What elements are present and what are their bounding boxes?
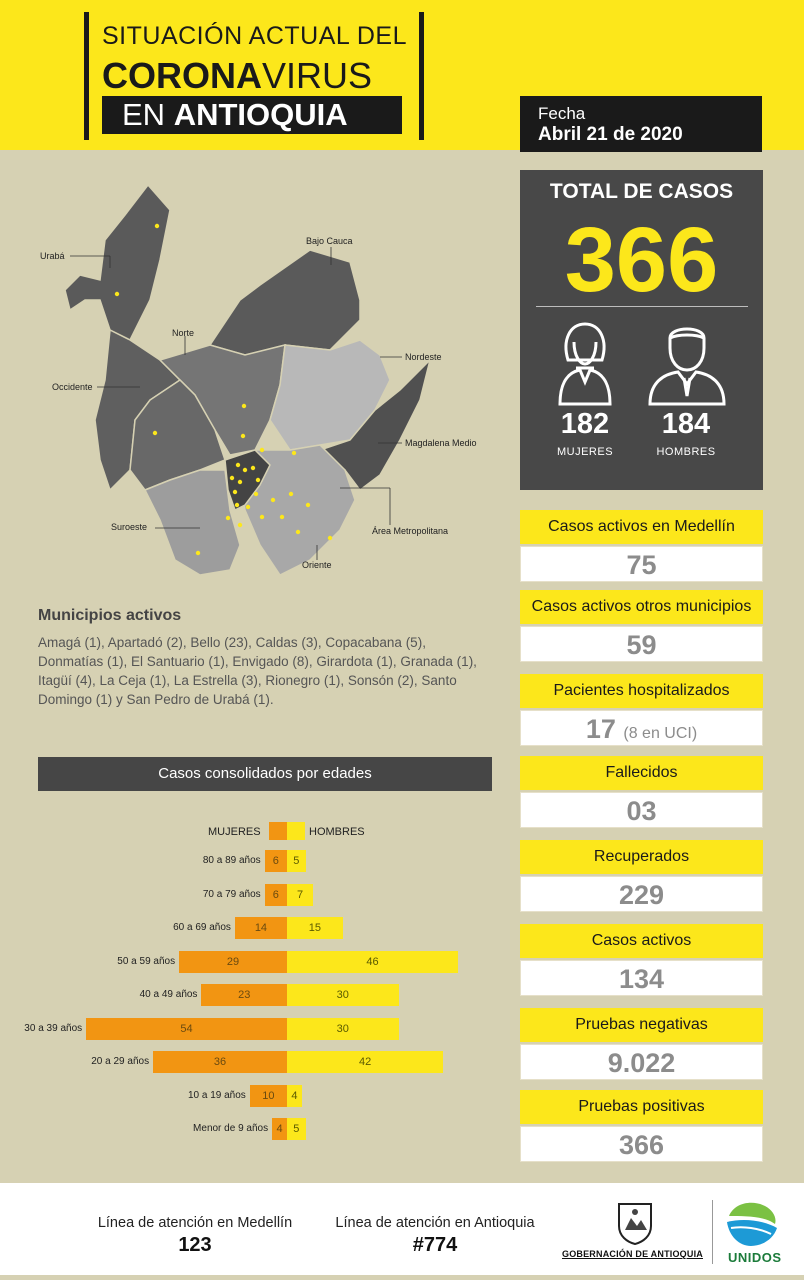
stat-label: Pruebas positivas bbox=[520, 1090, 763, 1124]
date-label: Fecha bbox=[538, 104, 586, 123]
footer bbox=[0, 1183, 804, 1275]
bar-women: 14 bbox=[234, 917, 287, 939]
stat-value: 134 bbox=[520, 960, 763, 996]
footer-separator bbox=[712, 1200, 713, 1264]
age-label: 30 a 39 años bbox=[24, 1022, 83, 1034]
date-box: Fecha Abril 21 de 2020 bbox=[520, 96, 762, 152]
stat-label: Recuperados bbox=[520, 840, 763, 874]
municipios-title: Municipios activos bbox=[38, 607, 182, 624]
bar-men: 30 bbox=[287, 984, 399, 1006]
map-label-oriente: Oriente bbox=[302, 560, 332, 570]
map-label-occidente: Occidente bbox=[52, 382, 93, 392]
age-label: 40 a 49 años bbox=[139, 989, 198, 1000]
legend-women: MUJERES bbox=[208, 826, 261, 838]
man-icon bbox=[648, 327, 726, 406]
men-label: HOMBRES bbox=[656, 446, 716, 458]
unidos-text: UNIDOS bbox=[728, 1250, 782, 1265]
legend-men-swatch bbox=[287, 822, 305, 840]
unidos-logo-icon bbox=[727, 1202, 777, 1246]
total-cases-panel: TOTAL DE CASOS 366 182 MUJERES 184 HOMBR… bbox=[520, 170, 763, 490]
stat-value: 59 bbox=[520, 626, 763, 662]
age-label: 50 a 59 años bbox=[117, 955, 176, 967]
map-region-magdalena bbox=[318, 357, 432, 492]
stat-label: Pruebas negativas bbox=[520, 1008, 763, 1042]
bar-women: 36 bbox=[153, 1051, 287, 1073]
bar-women: 6 bbox=[264, 883, 287, 906]
antioquia-map bbox=[64, 183, 432, 576]
age-label: Menor de 9 años bbox=[193, 1123, 269, 1134]
title-line-3: EN ANTIOQUIA bbox=[102, 96, 402, 134]
stat-label: Casos activos en Medellín bbox=[520, 510, 763, 544]
woman-icon bbox=[558, 322, 612, 406]
bar-women: 54 bbox=[86, 1017, 287, 1040]
map-region-uraba bbox=[64, 183, 171, 342]
stat-label: Pacientes hospitalizados bbox=[520, 674, 763, 708]
map-label-nordeste: Nordeste bbox=[405, 352, 442, 362]
legend-women-swatch bbox=[269, 822, 287, 840]
bar-men: 15 bbox=[287, 917, 343, 939]
age-label: 60 a 69 años bbox=[173, 922, 231, 933]
title-frame bbox=[84, 12, 424, 140]
bar-women: 4 bbox=[272, 1118, 287, 1140]
bar-women: 29 bbox=[179, 950, 287, 973]
total-value: 366 bbox=[564, 209, 719, 311]
map-label-uraba: Urabá bbox=[40, 251, 65, 261]
age-label: 20 a 29 años bbox=[91, 1056, 150, 1067]
bar-men: 5 bbox=[287, 850, 306, 872]
map-label-bajo-cauca: Bajo Cauca bbox=[306, 236, 353, 246]
bar-men: 46 bbox=[287, 950, 459, 973]
date-value: Abril 21 de 2020 bbox=[538, 124, 683, 145]
stat-value: 9.022 bbox=[520, 1044, 763, 1080]
stat-extra: (8 en UCI) bbox=[623, 725, 698, 742]
stat-value: 03 bbox=[520, 792, 763, 828]
map-label-norte: Norte bbox=[172, 328, 195, 338]
stat-value: 229 bbox=[520, 876, 763, 912]
bar-women: 23 bbox=[201, 984, 287, 1006]
bar-women: 6 bbox=[264, 850, 287, 872]
divider bbox=[536, 306, 748, 307]
map-label-suroeste: Suroeste bbox=[111, 522, 148, 532]
stat-label: Casos activos bbox=[520, 924, 763, 958]
bar-men: 4 bbox=[287, 1084, 302, 1107]
gov-seal-icon bbox=[618, 1203, 652, 1246]
case-dots bbox=[114, 223, 333, 556]
municipios-text: Amagá (1), Apartadó (2), Bello (23), Cal… bbox=[38, 635, 477, 707]
antioquia-line-number: #774 bbox=[412, 1234, 458, 1256]
age-label: 70 a 79 años bbox=[202, 888, 261, 900]
ages-title: Casos consolidados por edades bbox=[38, 757, 492, 791]
stat-value: 366 bbox=[520, 1126, 763, 1162]
bar-men: 5 bbox=[287, 1118, 306, 1140]
age-label: 80 a 89 años bbox=[202, 855, 261, 866]
gov-name: GOBERNACIÓN DE ANTIOQUIA bbox=[562, 1249, 703, 1259]
map-label-magdalena: Magdalena Medio bbox=[405, 438, 477, 448]
women-label: MUJERES bbox=[556, 446, 614, 458]
medellin-line-label: Línea de atención en Medellín bbox=[97, 1215, 293, 1231]
legend-men: HOMBRES bbox=[309, 826, 365, 838]
bar-women: 10 bbox=[249, 1084, 287, 1107]
bar-men: 7 bbox=[287, 883, 314, 906]
men-count: 184 bbox=[661, 408, 711, 440]
medellin-line-number: 123 bbox=[178, 1234, 212, 1256]
antioquia-line-label: Línea de atención en Antioquia bbox=[335, 1215, 535, 1231]
map-region-bajo-cauca bbox=[208, 249, 361, 356]
stat-value-hospitalized: 17 (8 en UCI) bbox=[520, 710, 763, 746]
total-title: TOTAL DE CASOS bbox=[549, 180, 734, 203]
stat-value: 75 bbox=[520, 546, 763, 582]
stat-value: 17 bbox=[585, 714, 616, 744]
age-label: 10 a 19 años bbox=[187, 1089, 246, 1101]
map-region-suroeste bbox=[143, 469, 241, 576]
bar-men: 42 bbox=[287, 1051, 444, 1073]
title-line-1: SITUACIÓN ACTUAL DEL bbox=[102, 22, 407, 50]
stat-label: Fallecidos bbox=[520, 756, 763, 790]
bar-men: 30 bbox=[287, 1017, 399, 1040]
stat-label: Casos activos otros municipios bbox=[520, 590, 763, 624]
women-count: 182 bbox=[560, 408, 610, 440]
title-line-2: CORONAVIRUS bbox=[102, 55, 373, 96]
map-label-area: Área Metropolitana bbox=[372, 526, 449, 536]
